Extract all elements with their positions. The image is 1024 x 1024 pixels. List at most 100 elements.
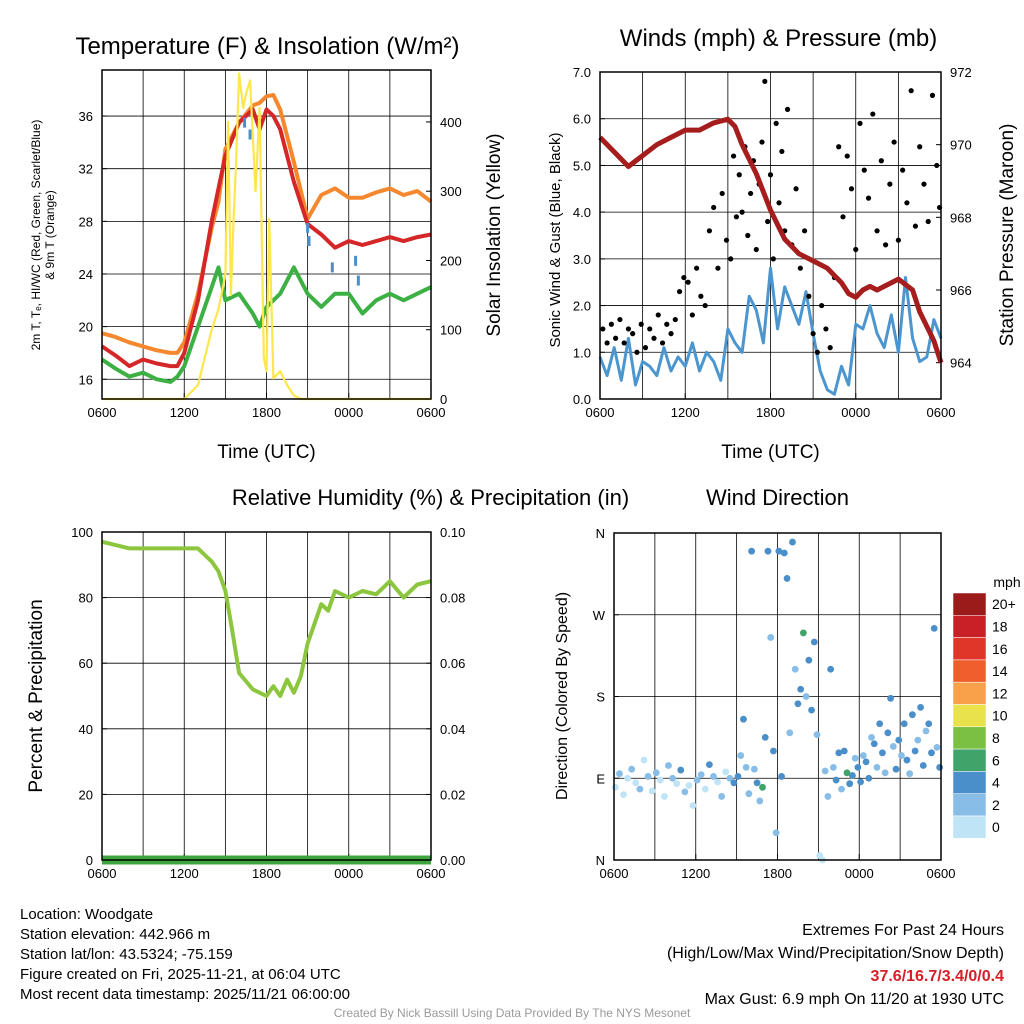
direction-point <box>911 747 919 755</box>
humidity-xtick-label: 0600 <box>88 866 117 881</box>
legend-label: 4 <box>992 775 1000 791</box>
direction-point <box>895 736 903 744</box>
legend-label: 6 <box>992 752 1000 768</box>
direction-point <box>933 743 941 751</box>
direction-point <box>611 783 619 791</box>
gust-point <box>874 228 880 234</box>
gust-point <box>676 288 683 295</box>
legend-swatch <box>952 637 987 661</box>
legend-label: 8 <box>992 730 1000 746</box>
direction-point <box>862 758 870 766</box>
dewpoint-line <box>100 265 432 384</box>
extremes-values: 37.6/16.7/3.4/0/0.4 <box>870 968 1004 985</box>
direction-point <box>764 547 772 555</box>
direction-point <box>616 770 623 778</box>
gust-point <box>681 274 687 281</box>
direction-point <box>714 778 721 786</box>
winds-y2tick-label: 970 <box>950 138 972 153</box>
temperature-y2tick-label: 400 <box>440 115 462 130</box>
winds-xtick-label: 0000 <box>841 405 870 420</box>
winds-ytick-label: 5.0 <box>573 158 591 173</box>
direction-point <box>640 756 648 764</box>
location-text: Location: Woodgate <box>20 906 154 923</box>
gust-point <box>617 316 623 323</box>
direction-point <box>753 779 761 787</box>
gust-point <box>689 312 695 318</box>
gust-point <box>655 312 661 318</box>
direction-point <box>648 787 656 795</box>
direction-point <box>873 763 881 771</box>
heat-index-mark <box>243 117 247 128</box>
legend-label: 12 <box>992 685 1008 701</box>
humidity-ytick-label: 100 <box>71 525 93 540</box>
direction-point <box>870 740 878 748</box>
direction-point <box>778 773 785 780</box>
direction-point <box>919 762 927 769</box>
gust-point <box>651 335 657 341</box>
legend-label: 16 <box>992 641 1008 657</box>
extremes-legend: (High/Low/Max Wind/Precipitation/Snow De… <box>666 945 1004 962</box>
gust-point <box>723 237 730 243</box>
winds-xtick-label: 1200 <box>671 405 700 420</box>
direction-point <box>879 749 886 757</box>
temperature-ytick-label: 32 <box>79 162 93 177</box>
temperature-ylabel-line2: & 9m T (Orange) <box>43 190 57 280</box>
gust-point <box>814 349 820 355</box>
humidity-xtick-label: 1200 <box>170 866 199 881</box>
gust-point <box>912 223 919 229</box>
gust-point <box>857 120 863 126</box>
direction-point <box>906 770 914 778</box>
legend-title: mph <box>993 574 1020 590</box>
gust-point <box>776 200 782 206</box>
direction-point <box>917 704 924 711</box>
direction-point <box>673 780 681 788</box>
elevation-text: Station elevation: 442.966 m <box>20 926 211 943</box>
gust-point <box>925 218 931 225</box>
winds-y2tick-label: 972 <box>950 65 972 80</box>
direction-point <box>854 763 862 771</box>
heat-index-mark <box>306 222 310 233</box>
gust-point <box>630 331 636 337</box>
direction-point <box>808 706 815 714</box>
gust-point <box>706 228 713 234</box>
winds-y2tick-label: 964 <box>950 356 972 371</box>
temperature-xtick-label: 0000 <box>334 405 363 420</box>
heat-index-mark <box>248 129 252 140</box>
temperature-xlabel: Time (UTC) <box>217 442 316 463</box>
winds-ytick-label: 4.0 <box>573 205 591 220</box>
gust-point <box>659 340 666 346</box>
legend-swatch <box>952 659 987 683</box>
winds-title: Winds (mph) & Pressure (mb) <box>620 25 937 52</box>
station-info: Location: Woodgate Station elevation: 44… <box>20 905 350 1005</box>
direction-point <box>857 778 865 786</box>
winds-xtick-label: 1800 <box>756 405 785 420</box>
winds-ytick-label: 6.0 <box>573 112 591 127</box>
gust-point <box>638 321 644 327</box>
winds-ytick-label: 0.0 <box>573 392 591 407</box>
gust-point <box>853 246 859 253</box>
winds-ytick-label: 2.0 <box>573 299 591 314</box>
direction-point <box>750 765 758 773</box>
direction-ytick-label: N <box>596 526 605 541</box>
humidity-xtick-label: 0000 <box>334 866 363 881</box>
gust-point <box>793 186 799 192</box>
winds-xtick-label: 0600 <box>586 405 615 420</box>
temperature-plot-border <box>101 69 432 400</box>
direction-point <box>832 776 840 784</box>
humidity-ytick-label: 60 <box>79 656 93 671</box>
temperature-xtick-label: 0600 <box>417 405 446 420</box>
credit-line: Created By Nick Bassill Using Data Provi… <box>333 1006 691 1020</box>
gust-point <box>672 316 678 323</box>
gust-point <box>802 228 808 234</box>
extremes-panel: Extremes For Past 24 Hours (High/Low/Max… <box>667 919 1004 1011</box>
gust-point <box>823 326 829 332</box>
direction-point <box>620 791 627 798</box>
created-text: Figure created on Fri, 2025-11-21, at 06… <box>20 966 341 983</box>
temperature-y2tick-label: 0 <box>440 392 447 407</box>
gust-point <box>921 181 927 187</box>
humidity-ytick-label: 80 <box>79 591 93 606</box>
legend-label: 18 <box>992 618 1008 634</box>
humidity-ytick-label: 0 <box>86 853 93 868</box>
direction-point <box>922 727 930 735</box>
